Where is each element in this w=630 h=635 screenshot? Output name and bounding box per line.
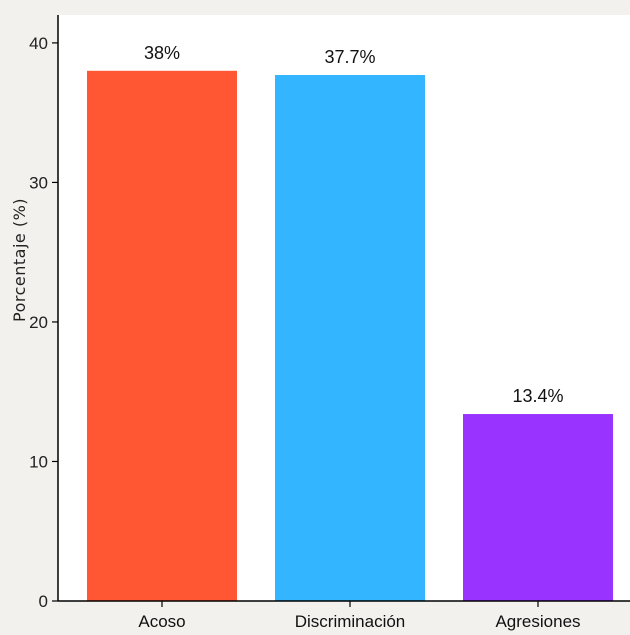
x-tick-label-3: Agresiones: [495, 612, 580, 631]
x-tick-label-2: Discriminación: [295, 612, 406, 631]
y-tick-label-10: 10: [29, 452, 48, 471]
y-tick-label-20: 20: [29, 313, 48, 332]
y-tick-label-30: 30: [29, 173, 48, 192]
y-tick-label-40: 40: [29, 34, 48, 53]
bar-3: [463, 414, 613, 601]
data-labels-group: 38% 37.7% 13.4%: [144, 43, 564, 406]
data-label-1: 38%: [144, 43, 180, 63]
x-ticks-group: Acoso Discriminación Agresiones: [138, 601, 581, 631]
bar-2: [275, 74, 425, 601]
data-label-3: 13.4%: [512, 386, 563, 406]
data-label-2: 37.7%: [324, 47, 375, 67]
y-tick-label-0: 0: [39, 592, 48, 611]
bars-group: [87, 70, 613, 602]
y-axis-title: Porcentaje (%): [10, 198, 29, 322]
y-ticks-group: 0 10 20 30 40: [29, 34, 58, 611]
x-tick-label-1: Acoso: [138, 612, 185, 631]
bar-1: [87, 70, 237, 602]
